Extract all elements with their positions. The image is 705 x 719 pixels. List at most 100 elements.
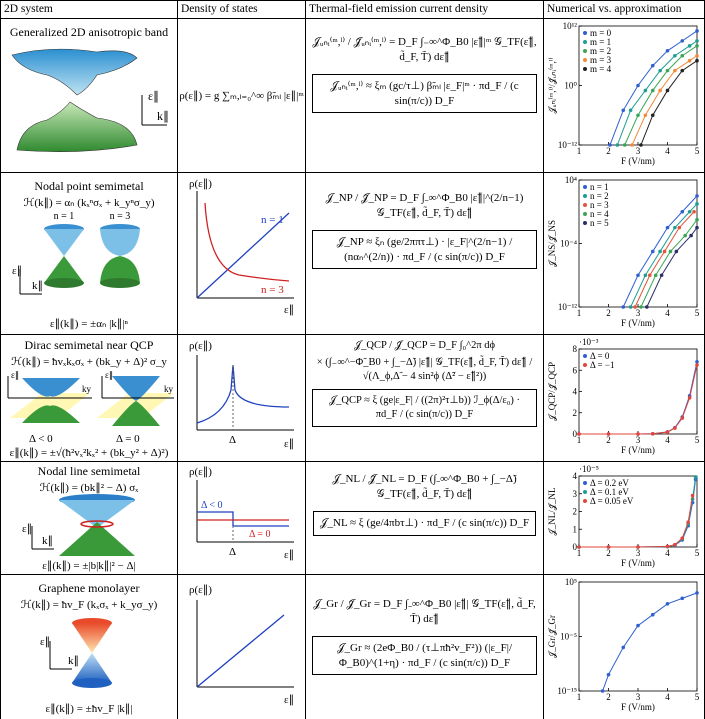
data-point: [621, 305, 626, 309]
data-point: [692, 209, 696, 214]
legend-marker: [583, 354, 587, 358]
current-cell: 𝒥_Gr / 𝒥̃_Gr = D_F ∫₋∞^Φ_B0 |ε̃∥| 𝒢_TF(ε…: [306, 575, 544, 719]
legend-label: m = 3: [590, 55, 612, 65]
current-cell: 𝒥_NL / 𝒥̃_NL = D_F (∫₋∞^Φ_B0 + ∫_−Δ̃) 𝒢_…: [306, 462, 544, 575]
dos-cell: ρ(ε∥) ε∥: [178, 575, 306, 719]
data-point: [695, 29, 699, 33]
chart-cell: 1 2 3 4 5 10⁻¹⁵ 10⁻⁵ 10⁵ F (V/nm) 𝒥_Gr/𝒥̃_Gr: [544, 575, 705, 719]
equation: 𝒥_NL / 𝒥̃_NL = D_F (∫₋∞^Φ_B0 + ∫_−Δ̃) 𝒢_…: [332, 473, 517, 501]
header-cell: 2D system: [1, 1, 178, 19]
x-tick-label: 3: [636, 146, 641, 156]
y-axis-label: 𝒥_Gr/𝒥̃_Gr: [547, 615, 557, 658]
axis-label: ρ(ε∥): [189, 340, 212, 352]
legend-marker: [583, 221, 587, 225]
chart-cell: 1 2 3 4 5 10⁻¹² 10⁰ 10¹² F (V/nm) 𝒥ᵤₙᵢ⁽ᵐ,ˡ⁾/𝒥̃ᵤₙᵢ…: [544, 19, 705, 173]
x-tick-label: 4: [665, 308, 670, 318]
legend-marker: [583, 499, 587, 503]
approximation: 𝒥_NL ≈ ξ (ge/4πbτ⊥) · πd_F / (c sin(π/c)…: [312, 510, 537, 536]
legend-label: m = 0: [590, 28, 612, 38]
curve-label: Δ < 0: [201, 500, 223, 511]
data-point: [677, 225, 682, 230]
current-cell: 𝒥ᵤₙᵢ⁽ᵐ,ˡ⁾ / 𝒥̃ᵤₙᵢ⁽ᵐ,ˡ⁾ = D_F ∫₋∞^Φ_B0 |ε…: [306, 19, 544, 173]
cone: [71, 653, 112, 683]
y-tick-label: 4: [573, 471, 578, 481]
data-point: [665, 430, 670, 434]
x-tick-label: 5: [695, 548, 700, 558]
data-point: [648, 273, 652, 278]
data-point: [658, 249, 662, 254]
data-point: [650, 113, 655, 118]
series-line: [579, 495, 694, 548]
y-offset-label: ·10⁻³: [579, 337, 599, 347]
y-tick-label: 8: [573, 344, 578, 354]
axis-label: ε∥: [148, 89, 159, 103]
data-point: [686, 520, 690, 524]
y-tick-label: 1: [573, 524, 578, 534]
data-point: [628, 108, 633, 113]
series-line: [624, 45, 698, 146]
legend-label: n = 5: [590, 218, 609, 228]
x-tick-label: 4: [665, 548, 670, 558]
legend-label: n = 1: [590, 182, 609, 192]
legend-marker: [583, 185, 587, 189]
data-point: [673, 426, 677, 430]
series-line: [579, 364, 698, 435]
data-point: [680, 209, 685, 214]
lower-band: [16, 101, 137, 152]
sketch-label: n = 3: [109, 211, 130, 222]
axis-label: k∥: [68, 655, 79, 667]
dos-curve: [196, 614, 284, 688]
axis-label: ε∥: [105, 370, 113, 380]
series-line: [634, 211, 695, 308]
x-tick-label: 1: [577, 146, 582, 156]
data-point: [665, 225, 670, 230]
data-point: [622, 143, 627, 147]
y-tick-label: 10⁻¹²: [558, 140, 577, 150]
current-cell: 𝒥_NP / 𝒥̃_NP = D_F ∫₋∞^Φ_B0 |ε̃∥|^(2/n−1…: [306, 173, 544, 335]
legend-marker: [583, 31, 587, 35]
axis-label: k∥: [157, 109, 169, 123]
data-point: [650, 431, 655, 436]
chart: 1 2 3 4 5 10⁻¹⁵ 10⁻⁵ 10⁵ F (V/nm) 𝒥_Gr/𝒥̃_Gr: [547, 577, 700, 712]
legend-label: n = 4: [590, 209, 609, 219]
dispersion: ε∥(k∥) = ±ħv_F |k∥|: [45, 703, 133, 715]
y-axis-label: 𝒥_NS/𝒥̃_NS: [547, 220, 557, 267]
data-point: [662, 249, 667, 254]
sketch-label: Δ < 0: [29, 433, 53, 445]
cone: [111, 401, 160, 426]
chart: 1 2 3 4 5 10⁻¹² 10⁻⁴ 10⁴ F (V/nm) 𝒥_NS/𝒥̃_NS n = 1…: [547, 175, 700, 328]
y-tick-label: 2: [573, 408, 578, 418]
cone: [71, 678, 112, 688]
x-tick-label: 4: [665, 435, 670, 445]
dispersion: ε∥(k∥) = ±|b|k∥|² − Δ|: [42, 560, 136, 572]
data-point: [621, 108, 626, 113]
sketch-label: n = 1: [53, 211, 74, 222]
data-point: [673, 68, 677, 73]
y-tick-label: 2: [573, 507, 578, 517]
x-tick-label: 2: [606, 308, 611, 318]
data-point: [633, 305, 637, 309]
data-point: [636, 623, 640, 628]
dos-sketch: ρ(ε∥) ε∥ Δ: [189, 340, 294, 450]
data-point: [650, 612, 655, 617]
dos-cell: ρ(ε∥) ε∥ Δ < 0 Δ = 0 Δ: [178, 462, 306, 575]
series-line: [622, 195, 698, 308]
axis-label: ky: [82, 384, 92, 394]
x-axis-label: F (V/nm): [621, 318, 655, 328]
data-point: [658, 68, 662, 73]
series-line: [616, 40, 698, 146]
data-point: [653, 273, 658, 278]
legend-marker: [583, 49, 587, 53]
dos-equation: ρ(ε∥) = g ∑ₘ,ₗ₌₀^∞ β̃ₘₗ |ε∥|ᵐ: [179, 90, 304, 102]
header-cell: Density of states: [178, 1, 306, 19]
band-sketch: ε∥ k∥: [11, 48, 169, 152]
y-axis-label: 𝒥_NL/𝒥̃_NL: [547, 488, 557, 536]
data-point: [615, 143, 620, 147]
data-point: [636, 113, 640, 118]
y-tick-label: 10⁻⁵: [560, 632, 577, 642]
data-point: [659, 273, 664, 278]
data-point: [577, 432, 581, 436]
series-line: [630, 203, 698, 308]
x-tick-label: 1: [577, 435, 582, 445]
